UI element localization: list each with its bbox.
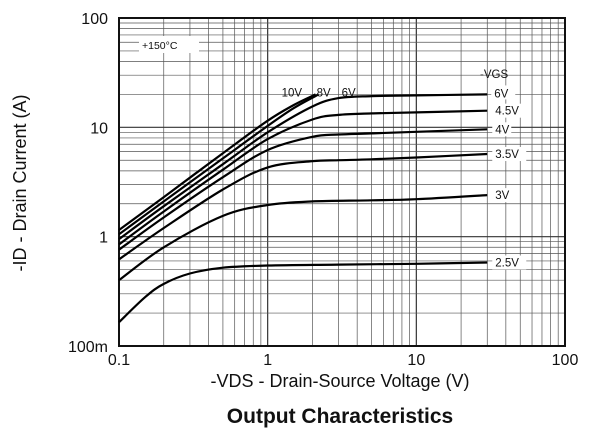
series-line-3V xyxy=(118,194,488,282)
y-axis-label: -ID - Drain Current (A) xyxy=(10,94,30,271)
curve-label-3V: 3V xyxy=(495,190,509,202)
curve-label-background xyxy=(492,122,512,137)
curve-label-background xyxy=(491,85,516,100)
temp-label-background xyxy=(139,36,199,53)
curve-label-background xyxy=(492,255,527,270)
y-tick-label: 100m xyxy=(68,339,108,356)
y-tick-label: 100 xyxy=(81,11,108,28)
chart-grid xyxy=(118,18,565,347)
chart-title: Output Characteristics xyxy=(227,405,453,428)
temperature-annotation: +150°C xyxy=(142,40,178,52)
x-tick-label: 10 xyxy=(407,352,425,369)
curve-label-10V: 10V xyxy=(282,87,303,99)
curve-label-8V: 8V xyxy=(317,87,331,99)
curve-label-4V: 4V xyxy=(495,124,509,136)
curve-labels: 10V 8V 6V 6V 4.5V 4V 3.5V 3V 2.5V xyxy=(282,85,527,270)
x-tick-label: 0.1 xyxy=(108,352,130,369)
curve-label-3-5V: 3.5V xyxy=(495,149,519,161)
legend-title: -VGS xyxy=(480,69,508,81)
x-tick-label: 100 xyxy=(552,352,579,369)
series-line-8V xyxy=(118,93,320,236)
curve-label-background xyxy=(492,147,527,162)
x-axis-label: -VDS - Drain-Source Voltage (V) xyxy=(210,371,469,391)
series-line-4V xyxy=(118,128,488,251)
curve-label-background xyxy=(492,103,527,118)
curve-label-6V: 6V xyxy=(342,87,356,99)
curve-label-2-5V: 2.5V xyxy=(495,258,519,270)
curve-label-background xyxy=(492,188,512,203)
series-line-10V xyxy=(118,93,317,231)
series-line-2-5V xyxy=(118,261,488,323)
series-line-6V xyxy=(118,93,488,240)
curve-label-6V-right: 6V xyxy=(494,88,508,100)
x-tick-label: 1 xyxy=(263,352,272,369)
plot-frame xyxy=(118,17,566,347)
series-line-4-5V xyxy=(118,109,488,246)
y-tick-label: 10 xyxy=(90,120,108,137)
series-layer xyxy=(118,93,488,323)
tick-labels: 0.1 1 10 100 100m 1 10 100 xyxy=(68,11,578,369)
series-line-3-5V xyxy=(118,152,488,261)
y-tick-label: 1 xyxy=(99,230,108,247)
curve-label-4-5V: 4.5V xyxy=(495,106,519,118)
